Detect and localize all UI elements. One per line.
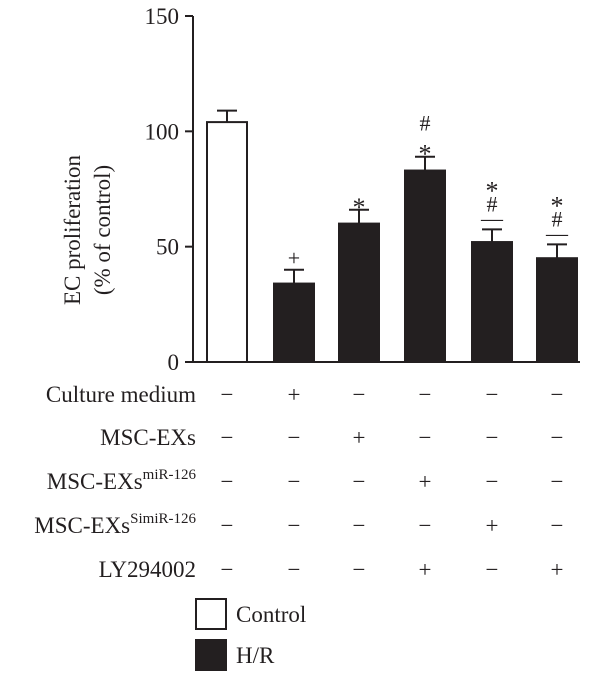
significance-mark: * xyxy=(419,140,432,169)
legend-swatch xyxy=(195,639,227,671)
y-axis: 0 50 100 150 xyxy=(145,4,580,375)
significance-marks: +**#—#*—#* xyxy=(288,111,569,271)
significance-mark: — xyxy=(545,220,569,245)
significance-mark: # xyxy=(420,111,431,136)
y-axis-label-line2: (% of control) xyxy=(90,165,115,295)
condition-label-superscript: miR-126 xyxy=(143,467,197,483)
y-axis-label-line1: EC proliferation xyxy=(60,154,85,305)
condition-label: MSC-EXs xyxy=(100,425,196,450)
significance-mark: * xyxy=(486,176,499,205)
condition-value: − xyxy=(288,557,301,582)
significance-mark: * xyxy=(353,193,366,222)
condition-value: − xyxy=(353,382,366,407)
legend-label: H/R xyxy=(236,643,275,668)
significance-mark: # xyxy=(552,206,563,231)
legend-label: Control xyxy=(236,602,306,627)
bar xyxy=(404,169,446,363)
condition-label-text: LY294002 xyxy=(99,557,196,582)
bar xyxy=(338,222,380,363)
condition-value: + xyxy=(288,382,301,407)
significance-mark: + xyxy=(288,246,300,271)
condition-value: − xyxy=(353,557,366,582)
condition-value: − xyxy=(353,513,366,538)
condition-value: − xyxy=(551,513,564,538)
y-tick-label: 100 xyxy=(145,119,180,144)
condition-value: − xyxy=(221,513,234,538)
condition-value: − xyxy=(288,469,301,494)
y-tick-label: 150 xyxy=(145,4,180,29)
bar xyxy=(273,282,315,363)
condition-value: + xyxy=(419,469,432,494)
condition-value: − xyxy=(221,425,234,450)
condition-label-text: MSC-EXs xyxy=(34,513,130,538)
bar xyxy=(471,241,513,363)
condition-label: MSC-EXsSimiR-126 xyxy=(34,511,196,538)
condition-value: − xyxy=(221,469,234,494)
condition-value: + xyxy=(353,425,366,450)
condition-table: Culture medium − + − − − −MSC-EXs − − + − − −MSC-EXs… xyxy=(34,382,563,582)
condition-value: − xyxy=(486,382,499,407)
legend: Control H/R xyxy=(195,598,306,671)
condition-label-text: MSC-EXs xyxy=(47,469,143,494)
bar xyxy=(536,257,578,364)
condition-value: − xyxy=(288,425,301,450)
condition-label-superscript: SimiR-126 xyxy=(130,511,196,527)
condition-value: − xyxy=(221,557,234,582)
condition-label: LY294002 xyxy=(99,557,196,582)
condition-value: − xyxy=(486,425,499,450)
condition-value: − xyxy=(551,382,564,407)
condition-value: + xyxy=(419,557,432,582)
condition-value: − xyxy=(353,469,366,494)
condition-value: − xyxy=(551,425,564,450)
condition-label: Culture medium xyxy=(46,382,196,407)
bars xyxy=(206,109,578,364)
y-tick-label: 50 xyxy=(156,235,179,260)
condition-value: + xyxy=(486,513,499,538)
condition-value: − xyxy=(419,425,432,450)
significance-mark: — xyxy=(480,205,504,230)
bar xyxy=(206,121,248,363)
condition-value: − xyxy=(551,469,564,494)
condition-value: − xyxy=(419,513,432,538)
condition-value: − xyxy=(419,382,432,407)
significance-mark: # xyxy=(487,191,498,216)
condition-value: − xyxy=(221,382,234,407)
condition-value: − xyxy=(486,469,499,494)
condition-label-text: MSC-EXs xyxy=(100,425,196,450)
significance-mark: * xyxy=(551,191,564,220)
condition-value: + xyxy=(551,557,564,582)
condition-label: MSC-EXsmiR-126 xyxy=(47,467,197,494)
y-tick-label: 0 xyxy=(168,350,180,375)
condition-label-text: Culture medium xyxy=(46,382,196,407)
condition-value: − xyxy=(288,513,301,538)
condition-value: − xyxy=(486,557,499,582)
legend-swatch xyxy=(195,598,227,630)
